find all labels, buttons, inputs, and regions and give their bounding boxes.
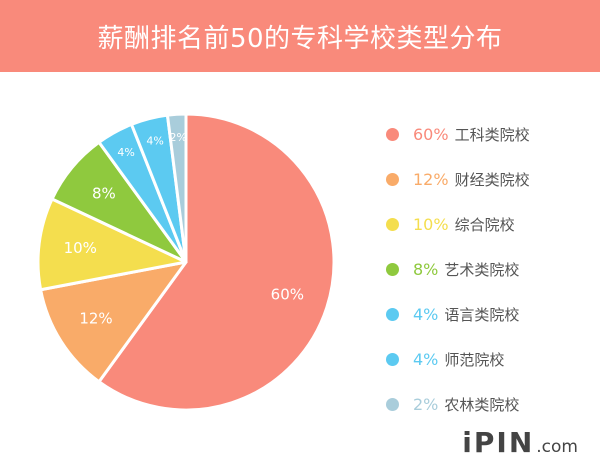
slice-label-7: 2% bbox=[169, 131, 186, 144]
pie-slice-7 bbox=[165, 112, 188, 264]
legend-swatch bbox=[386, 308, 399, 321]
legend-percent: 4% bbox=[413, 350, 439, 369]
legend-label: 艺术类院校 bbox=[444, 261, 520, 279]
slice-label-2: 12% bbox=[79, 310, 112, 328]
slice-label-5: 4% bbox=[117, 146, 134, 159]
legend-label: 农林类院校 bbox=[444, 396, 520, 414]
legend-label: 综合院校 bbox=[454, 216, 515, 234]
legend-label: 财经类院校 bbox=[454, 171, 530, 189]
legend-item-agriculture: 2% 农林类院校 bbox=[386, 382, 586, 427]
title-banner: 薪酬排名前50的专科学校类型分布 bbox=[0, 0, 600, 72]
legend-swatch bbox=[386, 353, 399, 366]
legend-percent: 4% bbox=[413, 305, 439, 324]
ipin-logo: iPIN .com bbox=[462, 426, 578, 459]
legend-percent: 60% bbox=[413, 125, 449, 144]
pie-slice-3 bbox=[36, 197, 188, 292]
legend-item-normal: 4% 师范院校 bbox=[386, 337, 586, 382]
slice-label-6: 4% bbox=[146, 135, 163, 148]
legend-label: 师范院校 bbox=[444, 351, 505, 369]
legend-label: 语言类院校 bbox=[444, 306, 520, 324]
legend-swatch bbox=[386, 173, 399, 186]
pie-slice-1 bbox=[97, 112, 336, 412]
legend-percent: 12% bbox=[413, 170, 449, 189]
legend-item-engineering: 60% 工科类院校 bbox=[386, 112, 586, 157]
pie-slice-2 bbox=[39, 260, 188, 384]
legend: 60% 工科类院校 12% 财经类院校 10% 综合院校 8% 艺术类院校 4%… bbox=[386, 112, 586, 427]
legend-swatch bbox=[386, 128, 399, 141]
legend-percent: 10% bbox=[413, 215, 449, 234]
legend-swatch bbox=[386, 218, 399, 231]
logo-brand: iPIN bbox=[462, 426, 535, 459]
legend-item-language: 4% 语言类院校 bbox=[386, 292, 586, 337]
slice-label-1: 60% bbox=[271, 285, 304, 303]
legend-percent: 2% bbox=[413, 395, 439, 414]
legend-item-finance: 12% 财经类院校 bbox=[386, 157, 586, 202]
legend-swatch bbox=[386, 398, 399, 411]
slice-label-4: 8% bbox=[92, 185, 116, 203]
slice-label-3: 10% bbox=[64, 239, 97, 257]
legend-swatch bbox=[386, 263, 399, 276]
legend-item-arts: 8% 艺术类院校 bbox=[386, 247, 586, 292]
legend-item-comprehensive: 10% 综合院校 bbox=[386, 202, 586, 247]
chart-title: 薪酬排名前50的专科学校类型分布 bbox=[97, 23, 503, 54]
logo-suffix: .com bbox=[536, 437, 578, 457]
legend-label: 工科类院校 bbox=[454, 126, 530, 144]
legend-percent: 8% bbox=[413, 260, 439, 279]
